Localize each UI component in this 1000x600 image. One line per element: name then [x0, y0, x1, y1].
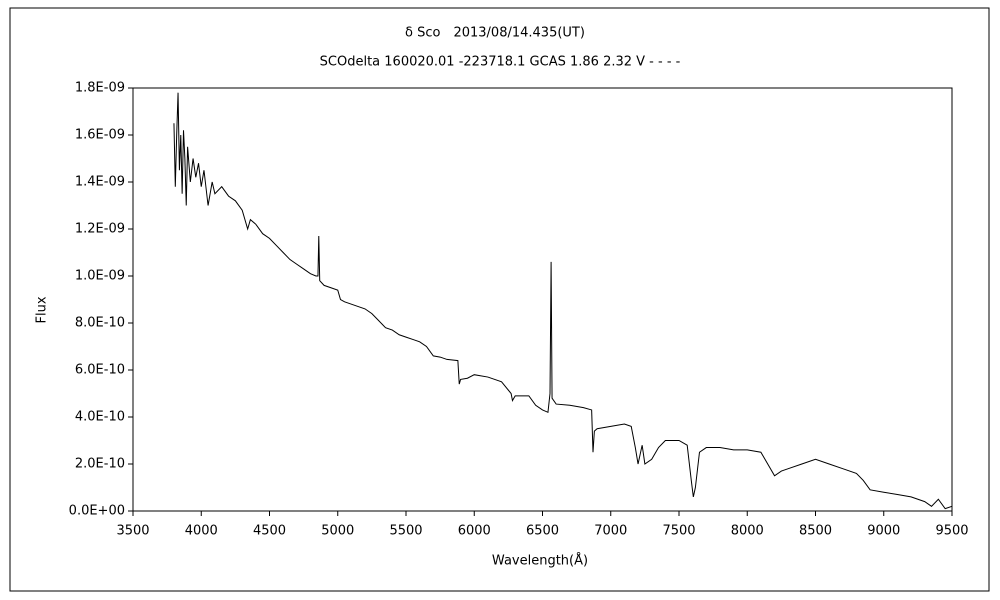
y-axis-label: Flux	[35, 296, 50, 323]
y-tick-label: 8.0E-10	[75, 316, 125, 331]
chart-title: δ Sco 2013/08/14.435(UT)	[405, 26, 585, 41]
y-tick-label: 1.6E-09	[75, 128, 125, 143]
x-tick-label: 4500	[253, 524, 286, 539]
x-tick-label: 5500	[389, 524, 422, 539]
chart-subtitle: SCOdelta 160020.01 -223718.1 GCAS 1.86 2…	[320, 55, 681, 70]
y-tick-label: 1.8E-09	[75, 81, 125, 96]
y-tick-label: 6.0E-10	[75, 363, 125, 378]
x-tick-label: 6500	[526, 524, 559, 539]
x-tick-label: 5000	[321, 524, 354, 539]
x-tick-label: 8500	[799, 524, 832, 539]
y-tick-label: 4.0E-10	[75, 410, 125, 425]
chart-frame	[9, 7, 990, 592]
y-tick-label: 1.4E-09	[75, 175, 125, 190]
x-tick-label: 8000	[731, 524, 764, 539]
y-tick-label: 0.0E+00	[69, 504, 125, 519]
y-tick-label: 1.0E-09	[75, 269, 125, 284]
x-tick-label: 6000	[458, 524, 491, 539]
x-tick-label: 3500	[116, 524, 149, 539]
x-tick-label: 9000	[867, 524, 900, 539]
x-tick-label: 7500	[662, 524, 695, 539]
x-tick-label: 7000	[594, 524, 627, 539]
y-tick-label: 1.2E-09	[75, 222, 125, 237]
x-tick-label: 4000	[185, 524, 218, 539]
y-tick-label: 2.0E-10	[75, 457, 125, 472]
x-axis-label: Wavelength(Å)	[492, 553, 588, 569]
x-tick-label: 9500	[935, 524, 968, 539]
spectrum-line	[173, 92, 953, 510]
